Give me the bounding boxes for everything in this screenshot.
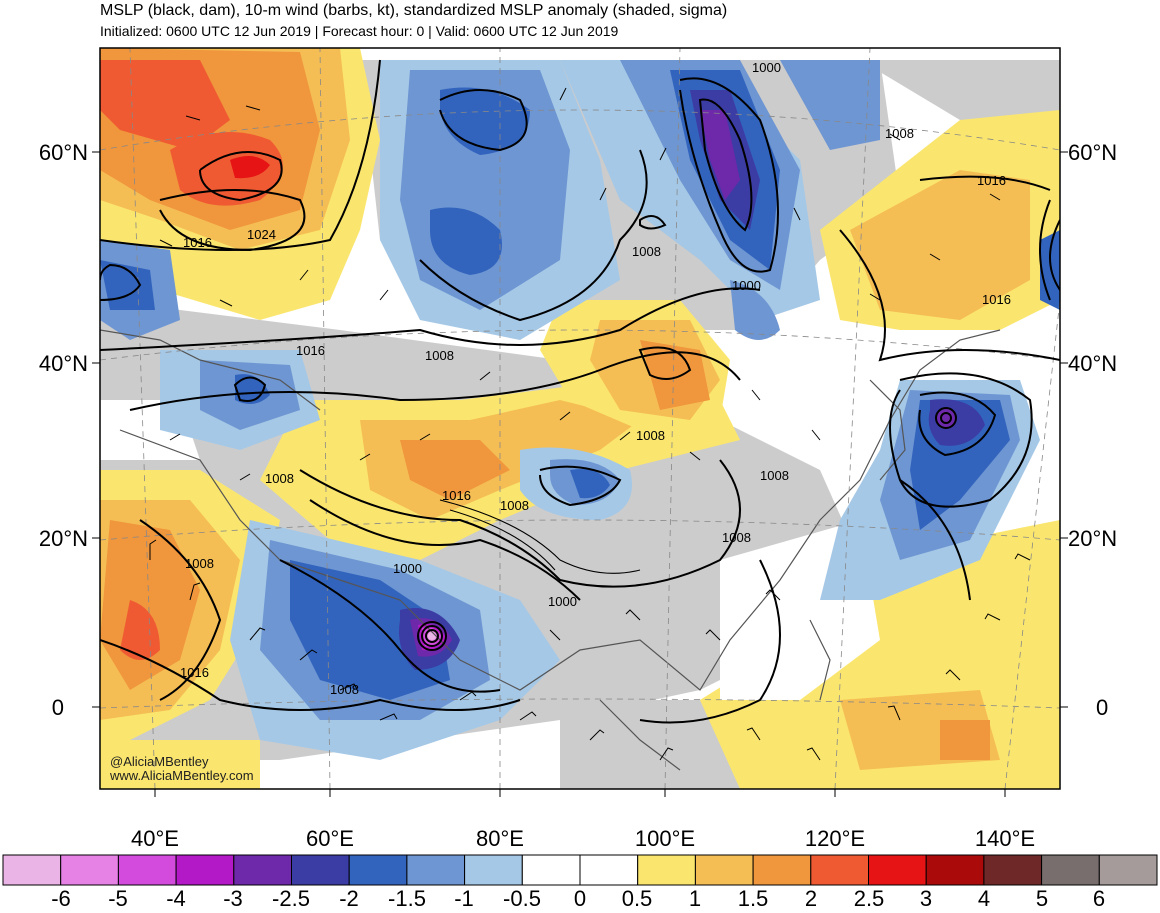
contour-label: 1016 [180, 665, 209, 680]
contour-label: 1016 [442, 488, 471, 503]
colorbar-swatch [752, 854, 812, 886]
colorbar-label: -0.5 [503, 886, 541, 911]
colorbar-swatch [348, 854, 408, 886]
contour-label: 1008 [265, 471, 294, 486]
colorbar-label: -1 [454, 886, 474, 911]
contour-label: 1016 [296, 343, 325, 358]
contour-label: 1008 [425, 348, 454, 363]
lat-label-0: 0 [52, 695, 64, 720]
colorbar-swatch [579, 854, 639, 886]
lat-label-60n: 60°N [39, 140, 88, 165]
lon-label-140e: 140°E [975, 826, 1035, 851]
lat-label-40n-right: 40°N [1068, 351, 1117, 376]
contour-label: 1008 [760, 468, 789, 483]
colorbar-label: 3 [920, 886, 932, 911]
contour-label: 1016 [977, 173, 1006, 188]
colorbar-swatch [60, 854, 119, 886]
colorbar-swatch [175, 854, 235, 886]
colorbar-labels: -6 -5 -4 -3 -2.5 -2 -1.5 -1 -0.5 0 0.5 1… [51, 886, 1105, 911]
colorbar-swatch [810, 854, 869, 886]
colorbar-label: 0 [574, 886, 586, 911]
contour-label: 1008 [722, 530, 751, 545]
lat-label-20n-right: 20°N [1068, 526, 1117, 551]
colorbar-label: -1.5 [388, 886, 426, 911]
colorbar-swatch [983, 854, 1043, 886]
colorbar-label: -5 [108, 886, 128, 911]
credit-url: www.AliciaMBentley.com [109, 768, 254, 783]
contour-label: 1000 [548, 594, 577, 609]
map-title: MSLP (black, dam), 10-m wind (barbs, kt)… [100, 2, 728, 19]
colorbar-swatch [1098, 854, 1158, 886]
map-subtitle: Initialized: 0600 UTC 12 Jun 2019 | Fore… [100, 23, 619, 39]
lon-label-120e: 120°E [805, 826, 865, 851]
colorbar-label: -3 [223, 886, 243, 911]
contour-label: 1008 [185, 556, 214, 571]
colorbar-swatch [521, 854, 581, 886]
contour-label: 1008 [632, 244, 661, 259]
contour-label: 1008 [885, 126, 914, 141]
colorbar-swatch [2, 854, 62, 886]
colorbar-swatch [291, 854, 350, 886]
colorbar-swatch [637, 854, 696, 886]
lon-label-80e: 80°E [476, 826, 524, 851]
contour-label: 1008 [330, 682, 359, 697]
contour-label: 1008 [500, 498, 529, 513]
colorbar-swatch [925, 854, 985, 886]
colorbar-label: -2 [339, 886, 359, 911]
contour-label: 1000 [393, 561, 422, 576]
colorbar-swatch [406, 854, 466, 886]
colorbar-label: 6 [1093, 886, 1105, 911]
colorbar-label: 1.5 [738, 886, 769, 911]
colorbar [2, 854, 1158, 886]
colorbar-label: 2.5 [854, 886, 885, 911]
credit-handle: @AliciaMBentley [110, 754, 209, 769]
contour-label: 1016 [982, 292, 1011, 307]
lat-label-20n: 20°N [39, 526, 88, 551]
contour-label: 1000 [732, 278, 761, 293]
anomaly-shading: 1000 1000 1000 1000 1008 1008 1008 1008 … [100, 48, 1060, 789]
contour-label: 1000 [752, 60, 781, 75]
contour-label: 1016 [183, 235, 212, 250]
colorbar-swatch [694, 854, 754, 886]
colorbar-label: 5 [1036, 886, 1048, 911]
colorbar-swatch [233, 854, 293, 886]
lon-label-100e: 100°E [635, 826, 695, 851]
lon-label-60e: 60°E [306, 826, 354, 851]
contour-label: 1008 [636, 428, 665, 443]
colorbar-label: -2.5 [272, 886, 310, 911]
colorbar-swatch [1041, 854, 1100, 886]
colorbar-swatch [464, 854, 523, 886]
colorbar-swatch [868, 854, 927, 886]
lat-label-40n: 40°N [39, 351, 88, 376]
colorbar-label: 2 [805, 886, 817, 911]
lon-label-40e: 40°E [131, 826, 179, 851]
colorbar-swatch [117, 854, 177, 886]
colorbar-label: -4 [166, 886, 186, 911]
lat-label-60n-right: 60°N [1068, 140, 1117, 165]
lat-label-0-right: 0 [1096, 695, 1108, 720]
colorbar-label: -6 [51, 886, 71, 911]
map-frame [99, 47, 1061, 790]
colorbar-label: 0.5 [622, 886, 653, 911]
contour-label: 1024 [247, 227, 276, 242]
colorbar-label: 4 [978, 886, 990, 911]
colorbar-label: 1 [689, 886, 701, 911]
